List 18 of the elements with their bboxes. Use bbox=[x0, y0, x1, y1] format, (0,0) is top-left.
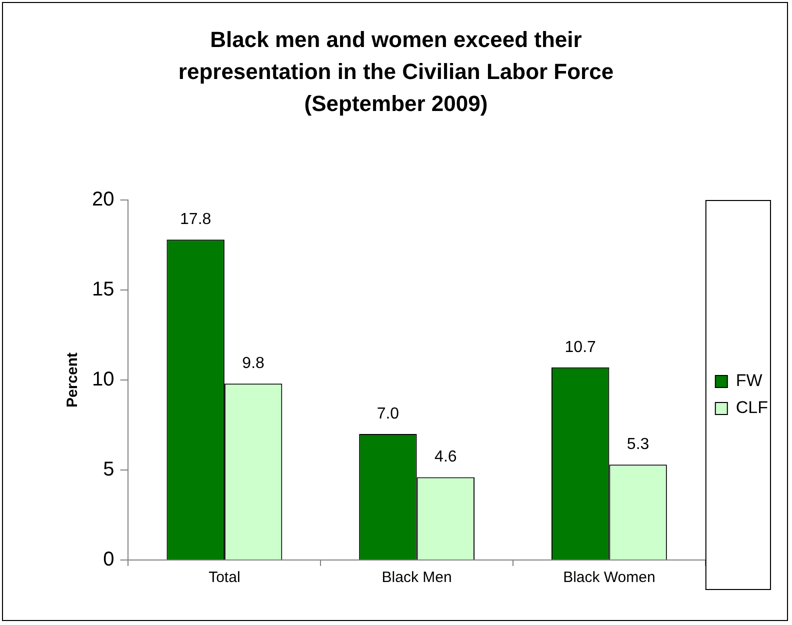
y-tick-label: 15 bbox=[92, 278, 114, 301]
y-tick-label: 0 bbox=[103, 548, 114, 571]
data-label: 7.0 bbox=[376, 405, 400, 422]
data-label: 9.8 bbox=[242, 355, 265, 372]
x-tick-label: Black Men bbox=[382, 569, 452, 586]
y-tick-label: 10 bbox=[92, 368, 114, 391]
y-axis-title: Percent bbox=[64, 352, 82, 408]
chart-title: Black men and women exceed their representation in the Civilian Labor Force (September 2009) bbox=[177, 26, 615, 118]
data-label: 10.7 bbox=[564, 338, 596, 356]
legend-label: CLF bbox=[736, 398, 768, 418]
x-tick-label: Total bbox=[208, 569, 240, 586]
y-tick-label: 5 bbox=[103, 458, 114, 481]
x-tick-label: Black Women bbox=[563, 569, 656, 586]
data-label: 17.8 bbox=[180, 211, 212, 228]
y-tick-label: 20 bbox=[92, 188, 114, 211]
data-label: 4.6 bbox=[434, 448, 457, 466]
data-label: 5.3 bbox=[626, 436, 650, 454]
legend-label: FW bbox=[736, 371, 762, 390]
